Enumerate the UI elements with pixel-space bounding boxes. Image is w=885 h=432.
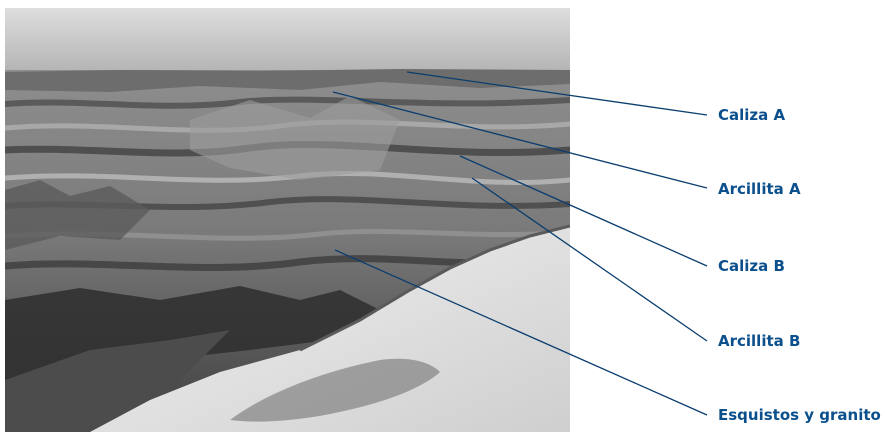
leader-arcillita-a	[332, 91, 708, 189]
layer-labels: Caliza A Arcillita A Caliza B Arcillita …	[718, 106, 881, 424]
leader-esquistos-y-granito	[334, 249, 708, 416]
sky	[5, 8, 570, 72]
leader-lines	[332, 71, 708, 416]
rock-shadow	[230, 358, 440, 422]
label-esquistos-y-granito: Esquistos y granito	[718, 406, 881, 424]
rock-edge	[299, 224, 570, 352]
foreground-rock	[90, 226, 570, 432]
label-caliza-b: Caliza B	[718, 257, 785, 275]
butte-center	[190, 96, 400, 180]
label-arcillita-b: Arcillita B	[718, 332, 800, 350]
canyon-photo	[5, 8, 570, 432]
label-arcillita-a: Arcillita A	[718, 180, 801, 198]
leader-caliza-a	[406, 71, 708, 116]
butte-left	[5, 180, 150, 250]
lower-slope	[5, 330, 230, 432]
leader-arcillita-b	[471, 177, 708, 342]
label-caliza-a: Caliza A	[718, 106, 785, 124]
leader-caliza-b	[459, 155, 708, 267]
